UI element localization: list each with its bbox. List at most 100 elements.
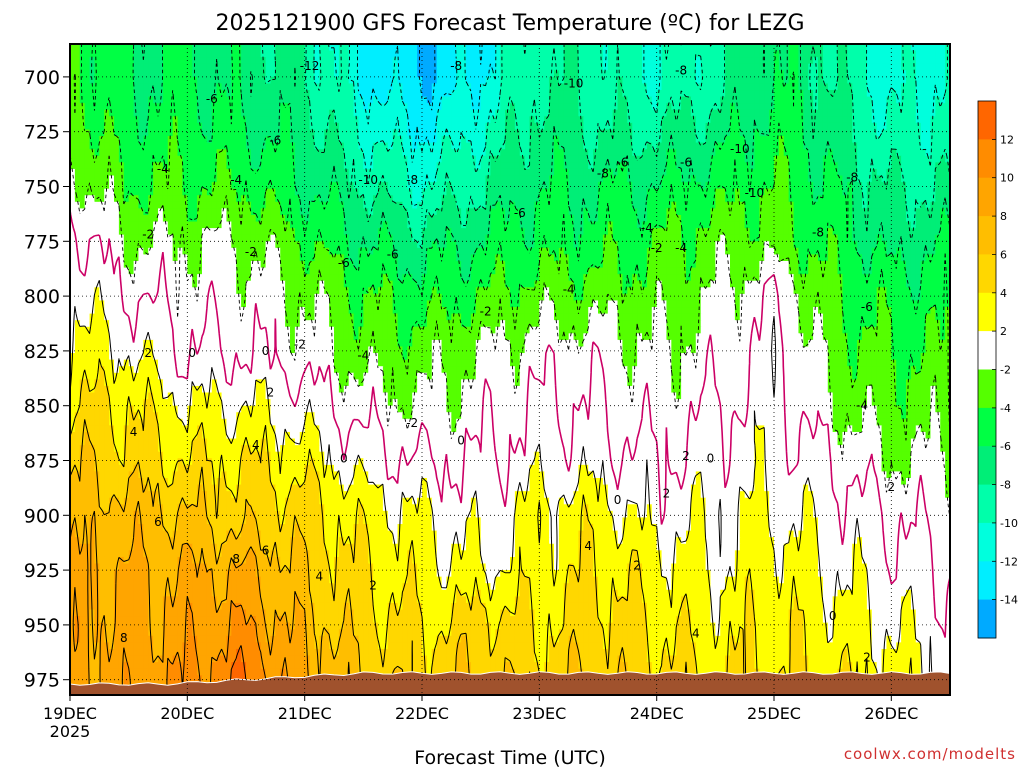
temperature-cell bbox=[324, 222, 329, 229]
temperature-cell bbox=[505, 83, 510, 90]
temperature-cell bbox=[828, 176, 833, 183]
temperature-cell bbox=[393, 156, 398, 163]
temperature-cell bbox=[476, 182, 481, 189]
temperature-cell bbox=[251, 110, 256, 117]
temperature-cell bbox=[163, 129, 168, 136]
temperature-cell bbox=[442, 97, 447, 104]
temperature-cell bbox=[676, 202, 681, 209]
temperature-cell bbox=[143, 195, 148, 202]
temperature-cell bbox=[838, 136, 843, 143]
temperature-cell bbox=[662, 202, 667, 209]
temperature-cell bbox=[226, 136, 231, 143]
temperature-cell bbox=[486, 103, 491, 110]
temperature-cell bbox=[324, 90, 329, 97]
temperature-cell bbox=[207, 143, 212, 150]
temperature-cell bbox=[921, 129, 926, 136]
temperature-cell bbox=[662, 208, 667, 215]
temperature-cell bbox=[569, 149, 574, 156]
temperature-cell bbox=[911, 143, 916, 150]
temperature-cell bbox=[740, 90, 745, 97]
temperature-cell bbox=[143, 64, 148, 71]
temperature-cell bbox=[446, 77, 451, 84]
temperature-cell bbox=[745, 90, 750, 97]
temperature-cell bbox=[926, 116, 931, 123]
temperature-cell bbox=[236, 51, 241, 58]
temperature-cell bbox=[891, 64, 896, 71]
temperature-cell bbox=[921, 149, 926, 156]
temperature-cell bbox=[246, 116, 251, 123]
temperature-cell bbox=[104, 222, 109, 229]
temperature-cell bbox=[608, 110, 613, 117]
temperature-cell bbox=[163, 123, 168, 130]
temperature-cell bbox=[877, 208, 882, 215]
temperature-cell bbox=[192, 149, 197, 156]
temperature-cell bbox=[828, 129, 833, 136]
temperature-cell bbox=[314, 222, 319, 229]
temperature-cell bbox=[109, 222, 114, 229]
temperature-cell bbox=[588, 44, 593, 51]
temperature-cell bbox=[808, 169, 813, 176]
temperature-cell bbox=[129, 162, 134, 169]
temperature-cell bbox=[471, 77, 476, 84]
temperature-cell bbox=[456, 202, 461, 209]
temperature-cell bbox=[637, 169, 642, 176]
temperature-cell bbox=[569, 110, 574, 117]
temperature-cell bbox=[798, 77, 803, 84]
temperature-cell bbox=[916, 208, 921, 215]
temperature-cell bbox=[246, 103, 251, 110]
temperature-cell bbox=[505, 169, 510, 176]
temperature-cell bbox=[847, 123, 852, 130]
temperature-cell bbox=[349, 90, 354, 97]
temperature-cell bbox=[681, 97, 686, 104]
temperature-cell bbox=[344, 129, 349, 136]
temperature-cell bbox=[305, 149, 310, 156]
temperature-cell bbox=[930, 51, 935, 58]
temperature-cell bbox=[251, 189, 256, 196]
temperature-cell bbox=[231, 77, 236, 84]
temperature-cell bbox=[202, 57, 207, 64]
temperature-cell bbox=[339, 116, 344, 123]
temperature-cell bbox=[192, 70, 197, 77]
temperature-cell bbox=[80, 149, 85, 156]
temperature-cell bbox=[378, 77, 383, 84]
temperature-cell bbox=[134, 123, 139, 130]
temperature-cell bbox=[80, 136, 85, 143]
temperature-cell bbox=[681, 136, 686, 143]
temperature-cell bbox=[99, 222, 104, 229]
temperature-cell bbox=[490, 136, 495, 143]
temperature-cell bbox=[495, 169, 500, 176]
temperature-cell bbox=[882, 136, 887, 143]
temperature-cell bbox=[290, 90, 295, 97]
temperature-cell bbox=[451, 162, 456, 169]
temperature-cell bbox=[701, 149, 706, 156]
temperature-cell bbox=[173, 222, 178, 229]
temperature-cell bbox=[666, 176, 671, 183]
temperature-cell bbox=[818, 162, 823, 169]
temperature-cell bbox=[637, 51, 642, 58]
temperature-cell bbox=[168, 103, 173, 110]
temperature-cell bbox=[466, 116, 471, 123]
temperature-cell bbox=[202, 123, 207, 130]
temperature-cell bbox=[314, 110, 319, 117]
temperature-cell bbox=[138, 176, 143, 183]
temperature-cell bbox=[637, 44, 642, 51]
temperature-cell bbox=[363, 83, 368, 90]
temperature-cell bbox=[828, 202, 833, 209]
temperature-cell bbox=[471, 83, 476, 90]
temperature-cell bbox=[427, 123, 432, 130]
temperature-cell bbox=[828, 51, 833, 58]
temperature-cell bbox=[85, 176, 90, 183]
temperature-cell bbox=[613, 136, 618, 143]
temperature-cell bbox=[192, 182, 197, 189]
temperature-cell bbox=[710, 116, 715, 123]
temperature-cell bbox=[520, 57, 525, 64]
temperature-cell bbox=[500, 149, 505, 156]
temperature-cell bbox=[750, 70, 755, 77]
temperature-cell bbox=[926, 70, 931, 77]
temperature-cell bbox=[608, 149, 613, 156]
temperature-cell bbox=[759, 136, 764, 143]
temperature-cell bbox=[921, 143, 926, 150]
temperature-cell bbox=[886, 136, 891, 143]
temperature-cell bbox=[730, 182, 735, 189]
temperature-cell bbox=[593, 44, 598, 51]
